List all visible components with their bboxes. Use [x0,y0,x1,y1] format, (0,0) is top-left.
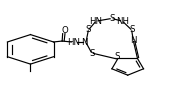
Text: S: S [129,25,134,34]
Text: HN: HN [67,38,80,47]
Text: NH: NH [116,17,129,26]
Text: S: S [115,52,120,61]
Text: S: S [86,25,91,34]
Text: N: N [130,36,136,45]
Text: O: O [62,26,68,35]
Text: S: S [89,49,94,58]
Text: HN: HN [89,17,102,26]
Text: S: S [109,14,114,23]
Text: N: N [81,38,88,47]
